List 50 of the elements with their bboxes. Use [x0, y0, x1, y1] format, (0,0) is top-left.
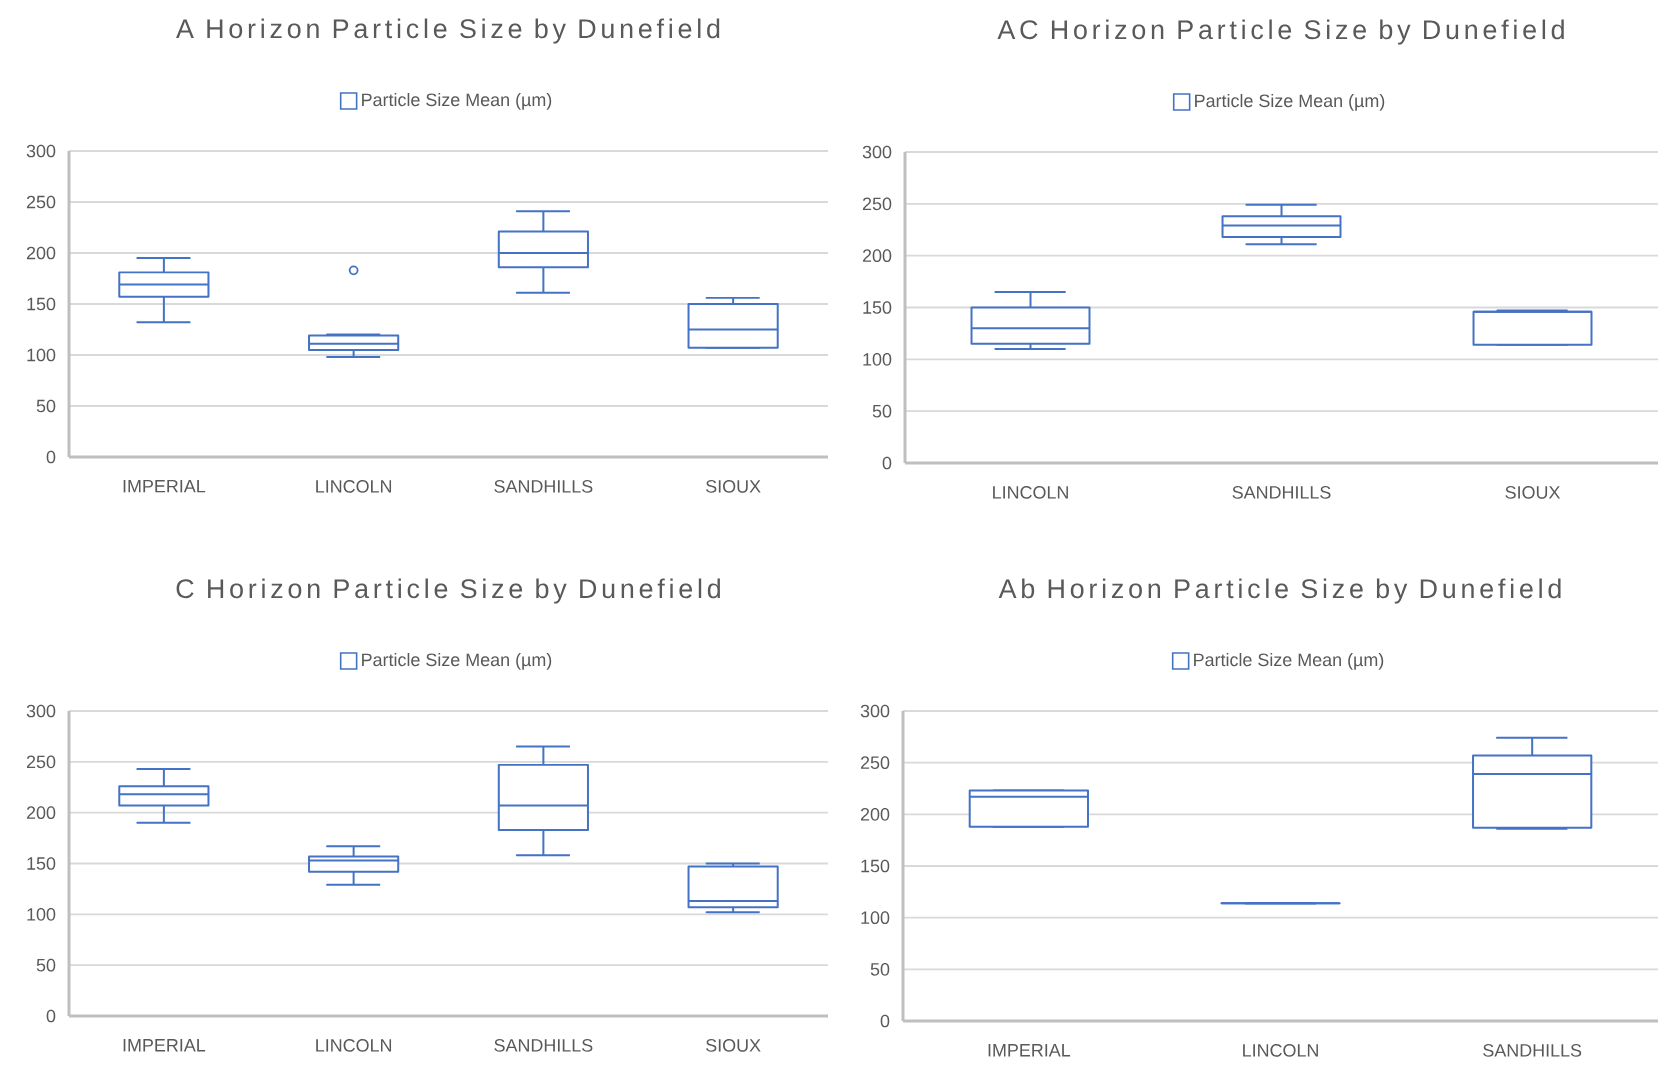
x-tick-label: IMPERIAL	[988, 1044, 1071, 1057]
y-tick-label: 200	[860, 807, 890, 821]
x-tick-label: SANDHILLS	[494, 1039, 593, 1052]
chart-title: Ab Horizon Particle Size by Dunefield	[998, 578, 1561, 604]
y-tick-label: 250	[860, 756, 890, 770]
legend-label: Particle Size Mean (µm)	[362, 653, 552, 670]
y-tick-label: 50	[872, 404, 892, 418]
x-tick-label: SIOUX	[706, 1039, 761, 1052]
x-tick-label: LINCOLN	[316, 480, 392, 493]
y-tick-label: 250	[26, 755, 56, 769]
y-tick-label: 150	[863, 301, 892, 314]
y-tick-label: 300	[862, 145, 892, 159]
x-tick-label: SANDHILLS	[1483, 1044, 1582, 1057]
chart-title: AC Horizon Particle Size by Dunefield	[997, 19, 1564, 45]
x-tick-label: SIOUX	[706, 480, 761, 493]
x-tick-label: SIOUX	[1505, 486, 1561, 499]
y-tick-label: 150	[861, 859, 890, 873]
y-tick-label: 250	[26, 195, 56, 209]
legend-label: Particle Size Mean (µm)	[1195, 94, 1385, 111]
x-tick-label: IMPERIAL	[123, 1039, 206, 1052]
y-tick-label: 100	[863, 352, 892, 366]
x-tick-label: IMPERIAL	[123, 480, 206, 493]
y-tick-label: 200	[26, 806, 56, 820]
chart-title: C Horizon Particle Size by Dunefield	[176, 578, 720, 604]
x-tick-label: LINCOLN	[993, 486, 1068, 499]
y-tick-label: 50	[870, 962, 890, 976]
x-tick-label: SANDHILLS	[1232, 486, 1331, 499]
y-tick-label: 250	[862, 197, 892, 211]
y-tick-label: 0	[880, 1014, 890, 1028]
y-tick-label: 300	[26, 144, 56, 158]
legend-label: Particle Size Mean (µm)	[362, 93, 552, 110]
x-tick-label: LINCOLN	[316, 1039, 392, 1052]
y-tick-label: 200	[862, 249, 892, 263]
y-tick-label: 0	[882, 456, 892, 470]
y-tick-label: 200	[26, 246, 56, 260]
y-tick-label: 100	[861, 911, 890, 925]
y-tick-label: 100	[27, 348, 56, 362]
y-tick-label: 0	[46, 450, 56, 464]
y-tick-label: 150	[27, 297, 56, 311]
y-tick-label: 100	[27, 907, 56, 921]
x-tick-label: SANDHILLS	[494, 480, 593, 493]
y-tick-label: 300	[26, 704, 56, 718]
y-tick-label: 300	[860, 704, 890, 718]
legend-label: Particle Size Mean (µm)	[1194, 653, 1384, 670]
y-tick-label: 50	[36, 399, 56, 413]
y-tick-label: 50	[36, 958, 56, 972]
chart-title: A Horizon Particle Size by Dunefield	[176, 18, 720, 44]
y-tick-label: 0	[46, 1009, 56, 1023]
x-tick-label: LINCOLN	[1243, 1044, 1318, 1057]
y-tick-label: 150	[27, 857, 56, 870]
